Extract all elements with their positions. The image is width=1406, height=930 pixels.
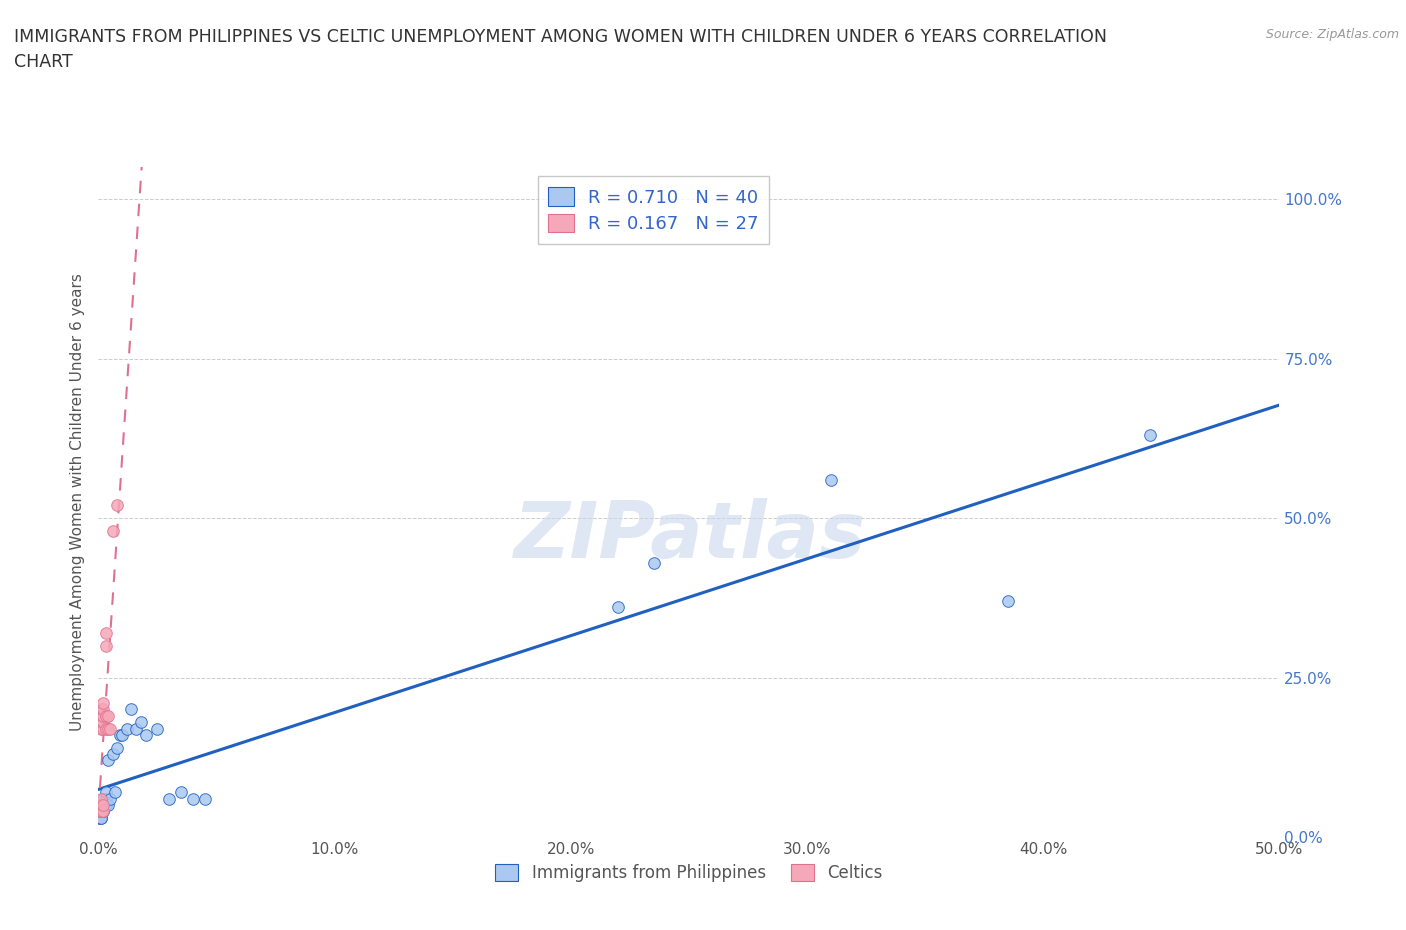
Point — [129, 715, 152, 730]
Point — [91, 804, 114, 819]
Point — [91, 804, 114, 819]
Point — [105, 498, 128, 512]
Point — [1139, 428, 1161, 443]
Legend: Immigrants from Philippines, Celtics: Immigrants from Philippines, Celtics — [488, 857, 890, 889]
Point — [94, 791, 117, 806]
Point — [97, 798, 120, 813]
Point — [181, 791, 204, 806]
Point — [194, 791, 217, 806]
Point — [91, 798, 114, 813]
Point — [94, 798, 117, 813]
Point — [90, 798, 112, 813]
Point — [87, 810, 110, 825]
Point — [90, 798, 112, 813]
Y-axis label: Unemployment Among Women with Children Under 6 years: Unemployment Among Women with Children U… — [70, 273, 86, 731]
Point — [90, 721, 112, 736]
Point — [997, 593, 1019, 608]
Point — [90, 702, 112, 717]
Point — [91, 798, 114, 813]
Text: IMMIGRANTS FROM PHILIPPINES VS CELTIC UNEMPLOYMENT AMONG WOMEN WITH CHILDREN UND: IMMIGRANTS FROM PHILIPPINES VS CELTIC UN… — [14, 28, 1107, 71]
Point — [91, 702, 114, 717]
Point — [94, 785, 117, 800]
Point — [146, 721, 169, 736]
Point — [94, 626, 117, 641]
Point — [90, 798, 112, 813]
Point — [643, 555, 665, 570]
Point — [108, 727, 131, 742]
Point — [90, 804, 112, 819]
Point — [90, 709, 112, 724]
Text: Source: ZipAtlas.com: Source: ZipAtlas.com — [1265, 28, 1399, 41]
Point — [91, 696, 114, 711]
Point — [607, 600, 630, 615]
Point — [90, 804, 112, 819]
Point — [87, 804, 110, 819]
Point — [90, 810, 112, 825]
Point — [101, 524, 124, 538]
Point — [87, 798, 110, 813]
Point — [91, 721, 114, 736]
Point — [94, 638, 117, 653]
Point — [157, 791, 180, 806]
Point — [98, 791, 121, 806]
Point — [91, 791, 114, 806]
Point — [90, 804, 112, 819]
Point — [91, 709, 114, 724]
Point — [90, 804, 112, 819]
Point — [820, 472, 842, 487]
Point — [111, 727, 134, 742]
Point — [91, 715, 114, 730]
Point — [170, 785, 193, 800]
Point — [104, 785, 127, 800]
Point — [94, 721, 117, 736]
Point — [125, 721, 148, 736]
Point — [87, 804, 110, 819]
Point — [90, 804, 112, 819]
Point — [105, 740, 128, 755]
Point — [87, 804, 110, 819]
Point — [121, 702, 143, 717]
Point — [97, 721, 120, 736]
Point — [91, 804, 114, 819]
Point — [97, 709, 120, 724]
Point — [98, 721, 121, 736]
Point — [94, 709, 117, 724]
Point — [115, 721, 138, 736]
Point — [135, 727, 157, 742]
Point — [91, 798, 114, 813]
Point — [90, 798, 112, 813]
Text: ZIPatlas: ZIPatlas — [513, 498, 865, 574]
Point — [97, 753, 120, 768]
Point — [90, 791, 112, 806]
Point — [90, 810, 112, 825]
Point — [101, 747, 124, 762]
